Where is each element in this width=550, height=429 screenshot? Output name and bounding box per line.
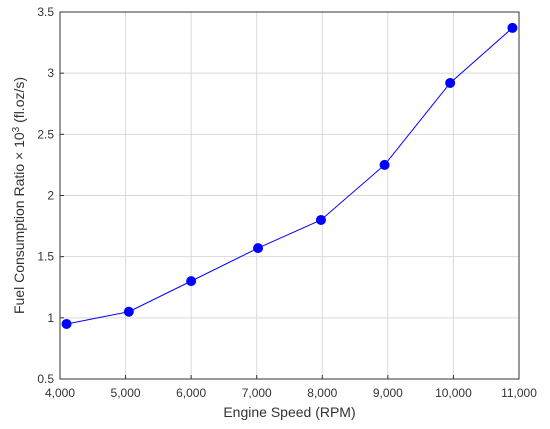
x-tick-label: 5,000 — [111, 386, 141, 400]
x-tick-label: 4,000 — [45, 386, 75, 400]
y-tick-label: 3.5 — [37, 5, 54, 19]
y-axis-label-prefix: Fuel Consumption Ratio × 10 — [11, 132, 27, 314]
x-axis-label: Engine Speed (RPM) — [223, 404, 355, 420]
data-point — [445, 77, 456, 88]
series-group — [61, 22, 518, 329]
data-point — [379, 159, 390, 170]
data-point — [315, 214, 326, 225]
y-tick-label: 2.5 — [37, 127, 54, 141]
data-point — [507, 22, 518, 33]
y-axis-label: Fuel Consumption Ratio × 103 (fl.oz/s) — [11, 77, 28, 314]
data-point — [61, 318, 72, 329]
x-tick-label: 8,000 — [307, 386, 337, 400]
series-line — [66, 27, 513, 325]
y-axis-ticks: 0.5 1 1.5 2 2.5 3 3.5 — [37, 5, 64, 386]
y-tick-label: 1.5 — [37, 250, 54, 264]
plot-area — [59, 11, 520, 380]
y-tick-label: 2 — [47, 189, 54, 203]
data-point — [123, 306, 134, 317]
y-tick-label: 3 — [47, 66, 54, 80]
x-tick-label: 11,000 — [501, 386, 537, 400]
data-point — [253, 243, 264, 254]
y-axis-label-suffix: (fl.oz/s) — [11, 77, 27, 127]
data-point — [186, 276, 197, 287]
x-tick-label: 6,000 — [176, 386, 206, 400]
x-axis-ticks: 4,000 5,000 6,000 7,000 8,000 9,000 10,000 11,0… — [45, 375, 537, 400]
y-tick-label: 1 — [47, 311, 54, 325]
y-axis-label-superscript: 3 — [11, 126, 22, 132]
x-tick-label: 10,000 — [435, 386, 472, 400]
x-tick-label: 7,000 — [242, 386, 272, 400]
y-tick-label: 0.5 — [37, 372, 54, 386]
x-tick-label: 9,000 — [373, 386, 403, 400]
